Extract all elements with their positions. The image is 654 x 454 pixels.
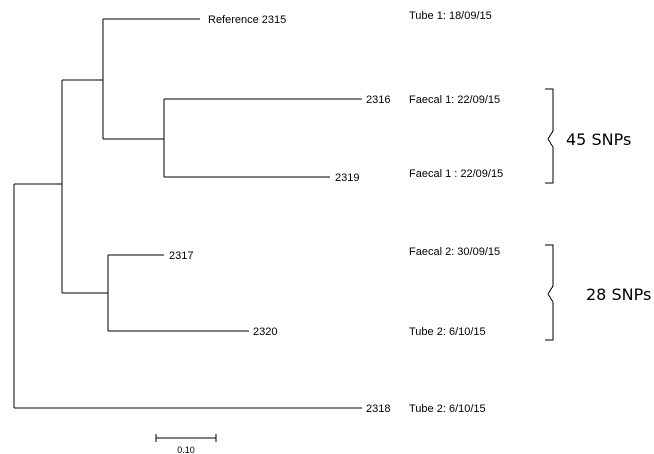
- leaf-labels: Reference 2315 2316 2319 2317 2320 2318: [169, 14, 390, 415]
- sample-label-2316: Faecal 1: 22/09/15: [409, 94, 500, 106]
- leaf-label-2316: 2316: [366, 94, 390, 106]
- leaf-label-2317: 2317: [169, 250, 193, 262]
- snp-label-45: 45 SNPs: [566, 130, 631, 149]
- sample-label-2319: Faecal 1 : 22/09/15: [409, 168, 503, 180]
- leaf-label-2319: 2319: [335, 172, 359, 184]
- snp-label-28: 28 SNPs: [586, 285, 651, 304]
- bracket-28-snps: [545, 244, 554, 341]
- leaf-label-2320: 2320: [253, 326, 277, 338]
- bracket-45-snps: [545, 88, 554, 184]
- leaf-label-2318: 2318: [366, 403, 390, 415]
- scale-bar-label: 0.10: [177, 445, 195, 454]
- leaf-label-reference-2315: Reference 2315: [208, 14, 286, 26]
- sample-label-2317: Faecal 2: 30/09/15: [409, 246, 500, 258]
- sample-label-2318: Tube 2: 6/10/15: [409, 403, 486, 415]
- sample-label-reference-2315: Tube 1: 18/09/15: [409, 10, 492, 22]
- tree-branches: [13, 18, 362, 409]
- scale-bar: 0.10: [155, 434, 217, 454]
- snp-brackets: 45 SNPs 28 SNPs: [545, 88, 651, 341]
- sample-annotations: Tube 1: 18/09/15 Faecal 1: 22/09/15 Faec…: [409, 10, 503, 415]
- sample-label-2320: Tube 2: 6/10/15: [409, 326, 486, 338]
